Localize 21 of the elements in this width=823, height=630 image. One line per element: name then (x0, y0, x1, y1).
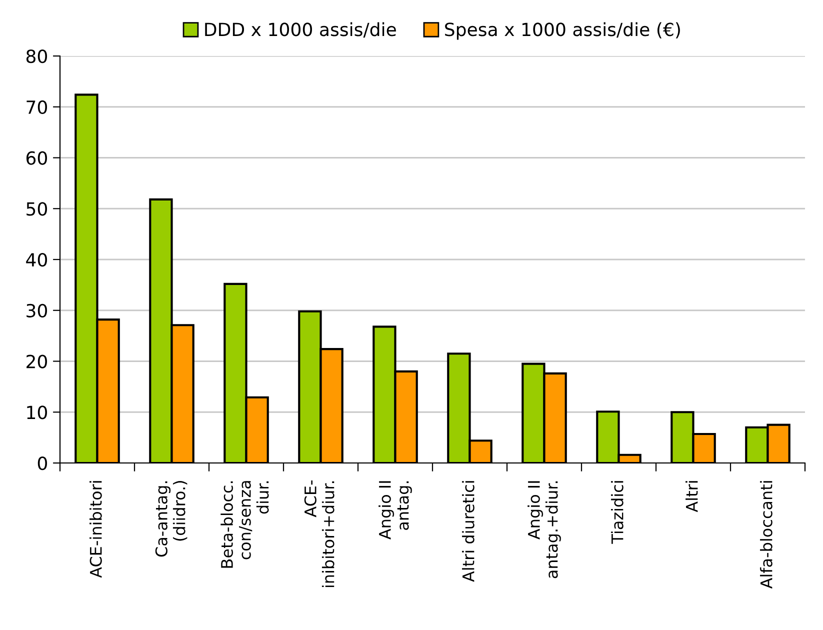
x-tick-label: Angio II antag.+diur. (528, 481, 561, 578)
x-tick-label: ACE-inibitori (90, 481, 102, 578)
x-tick-label: Ca-antag. (diidro.) (155, 481, 188, 557)
y-tick-label: 30 (26, 304, 47, 318)
x-tick-label: Altri diuretici (462, 481, 474, 582)
y-tick-label: 40 (26, 252, 47, 267)
y-tick-label: 50 (26, 202, 47, 216)
legend-label: DDD x 1000 assis/die (205, 22, 396, 38)
y-tick-label: 70 (26, 100, 47, 114)
x-tick-label: ACE- inibitori+diur. (304, 480, 334, 588)
x-tick-label: Altri (686, 481, 698, 512)
legend-label: Spesa x 1000 assis/die (€) (445, 22, 680, 40)
y-tick-label: 20 (26, 354, 47, 368)
y-tick-label: 10 (27, 406, 47, 420)
x-tick-label: Beta-blocc. con/senza diur. (220, 481, 269, 568)
y-tick-label: 0 (38, 456, 47, 470)
y-tick-label: 60 (26, 151, 47, 165)
x-tick-label: Alfa-bloccanti (760, 481, 772, 589)
x-tick-label: Angio II antag. (378, 481, 412, 540)
y-tick-label: 80 (26, 49, 47, 64)
x-tick-label: Tiazidici (611, 481, 624, 544)
